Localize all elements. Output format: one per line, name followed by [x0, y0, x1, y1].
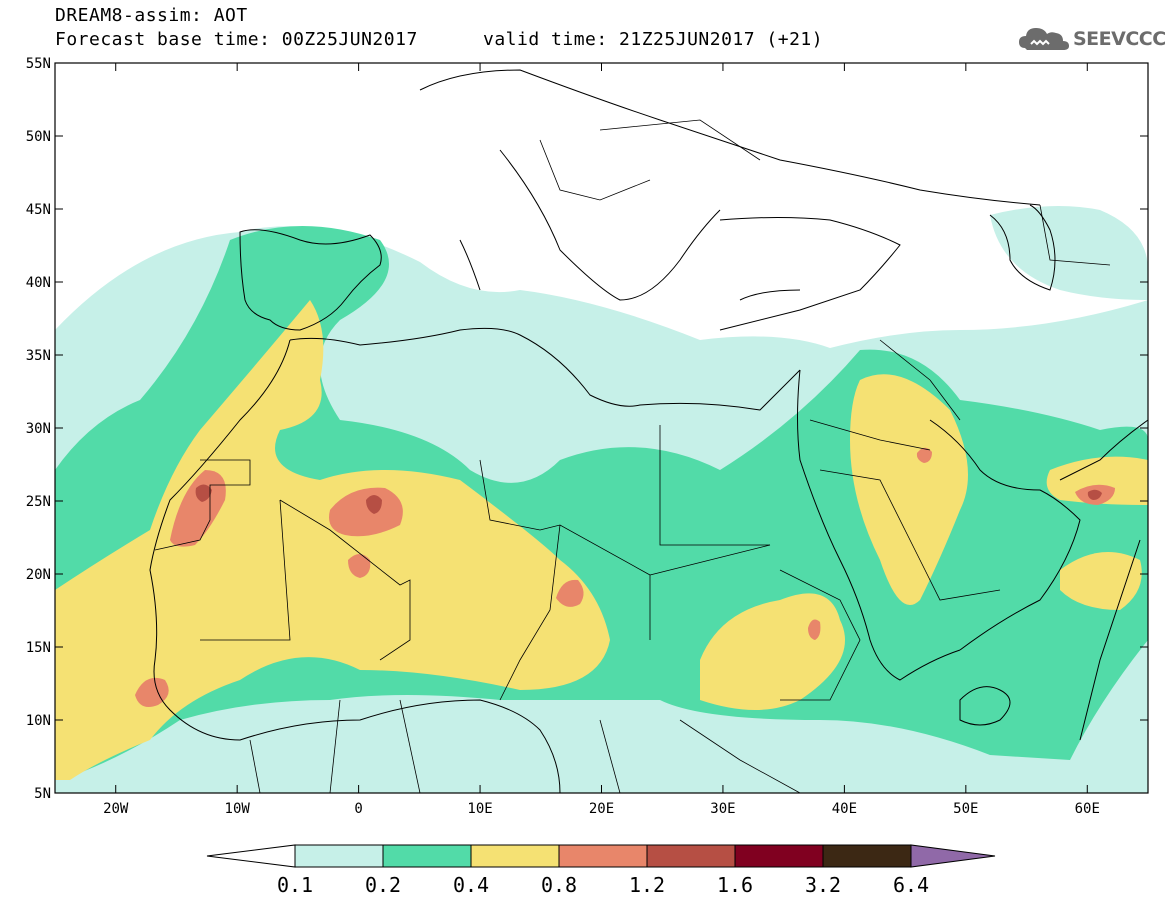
- valid-time: valid time: 21Z25JUN2017 (+21): [483, 29, 824, 50]
- colorbar-segment: [558, 844, 648, 868]
- lat-label: 55N: [26, 56, 51, 72]
- lon-label: 60E: [1075, 801, 1100, 817]
- aot-band-0.4-arabia: [850, 374, 968, 605]
- aot-band-1.2-oman: [1087, 489, 1102, 500]
- colorbar-label: 0.4: [453, 873, 489, 897]
- colorbar-segment: [822, 844, 912, 868]
- map-title: DREAM8-assim: AOT: [55, 5, 248, 26]
- lon-label: 10E: [467, 801, 492, 817]
- aot-band-0.4-west: [55, 300, 610, 780]
- aot-band-0.8-mauritania: [170, 470, 226, 547]
- colorbar-over-arrow: [910, 844, 996, 868]
- coastlines: [149, 69, 1148, 793]
- aot-band-0.8-senegal: [135, 677, 169, 708]
- lat-label: 10N: [26, 713, 51, 729]
- colorbar-segment: [382, 844, 472, 868]
- colorbar-label: 0.2: [365, 873, 401, 897]
- lon-label: 40E: [832, 801, 857, 817]
- lat-label: 5N: [34, 786, 51, 802]
- lat-label: 20N: [26, 567, 51, 583]
- aot-band-0.8-iraq: [916, 447, 932, 463]
- lat-label: 30N: [26, 421, 51, 437]
- country-borders: [154, 119, 1111, 793]
- aot-band-0.8-chad: [556, 579, 584, 607]
- lon-label: 0: [354, 801, 362, 817]
- colorbar-segment: [294, 844, 384, 868]
- colorbar-label: 6.4: [893, 873, 929, 897]
- lat-label: 50N: [26, 129, 51, 145]
- aot-field: [55, 63, 1148, 793]
- longitude-axis: 20W 10W 0 10E 20E 30E 40E 50E 60E: [103, 63, 1100, 817]
- lat-label: 45N: [26, 202, 51, 218]
- colorbar-label: 3.2: [805, 873, 841, 897]
- colorbar-label: 1.6: [717, 873, 753, 897]
- seevccc-logo: SEEVCCC: [1017, 22, 1165, 56]
- aot-band-0.4-gulf: [1046, 456, 1148, 505]
- colorbar: 0.1 0.2 0.4 0.8 1.2 1.6 3.2 6.4: [206, 844, 996, 897]
- aot-band-1.2-mauritania: [195, 484, 212, 502]
- lat-label: 15N: [26, 640, 51, 656]
- lat-label: 25N: [26, 494, 51, 510]
- lon-label: 20E: [589, 801, 614, 817]
- lon-label: 30E: [710, 801, 735, 817]
- aot-band-0.4-east: [700, 593, 845, 710]
- aot-band-0.1-caspian: [990, 206, 1148, 300]
- colorbar-segment: [646, 844, 736, 868]
- lon-label: 10W: [225, 801, 251, 817]
- latitude-axis: 55N 50N 45N 40N 35N 30N 25N 20N 15N 10N 5N: [26, 56, 1148, 802]
- colorbar-segment: [734, 844, 824, 868]
- colorbar-under-arrow: [206, 844, 296, 868]
- colorbar-label: 0.1: [277, 873, 313, 897]
- lat-label: 35N: [26, 348, 51, 364]
- cloud-icon: [1019, 28, 1069, 50]
- forecast-base-time: Forecast base time: 00Z25JUN2017: [55, 29, 418, 50]
- colorbar-segment: [470, 844, 560, 868]
- lon-label: 50E: [953, 801, 978, 817]
- aot-band-0.8-sudan: [808, 619, 821, 640]
- lon-label: 20W: [103, 801, 129, 817]
- colorbar-label: 0.8: [541, 873, 577, 897]
- aot-band-0.8-algeria: [329, 487, 403, 537]
- aot-band-0.8-niger: [348, 554, 371, 578]
- aot-band-1.2-algeria: [366, 495, 382, 514]
- colorbar-label: 1.2: [629, 873, 665, 897]
- logo-text: SEEVCCC: [1073, 28, 1165, 50]
- lat-label: 40N: [26, 275, 51, 291]
